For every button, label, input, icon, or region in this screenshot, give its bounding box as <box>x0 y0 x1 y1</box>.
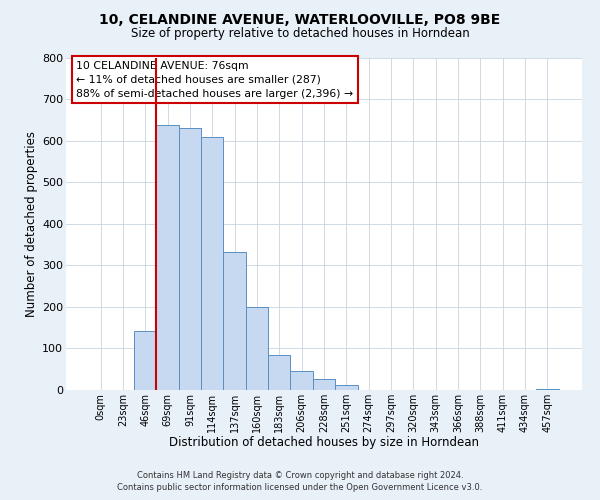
X-axis label: Distribution of detached houses by size in Horndean: Distribution of detached houses by size … <box>169 436 479 450</box>
Bar <box>201 138 223 390</box>
Bar <box>134 330 157 390</box>
Bar <box>335 386 358 390</box>
Bar <box>223 252 246 390</box>
Y-axis label: Number of detached properties: Number of detached properties <box>25 130 38 317</box>
Bar <box>313 379 335 390</box>
Text: 10 CELANDINE AVENUE: 76sqm
← 11% of detached houses are smaller (287)
88% of sem: 10 CELANDINE AVENUE: 76sqm ← 11% of deta… <box>76 61 353 99</box>
Text: 10, CELANDINE AVENUE, WATERLOOVILLE, PO8 9BE: 10, CELANDINE AVENUE, WATERLOOVILLE, PO8… <box>100 12 500 26</box>
Bar <box>179 128 201 390</box>
Bar <box>246 307 268 390</box>
Bar <box>536 389 559 390</box>
Bar <box>157 125 179 390</box>
Text: Size of property relative to detached houses in Horndean: Size of property relative to detached ho… <box>131 28 469 40</box>
Bar <box>268 355 290 390</box>
Text: Contains HM Land Registry data © Crown copyright and database right 2024.
Contai: Contains HM Land Registry data © Crown c… <box>118 471 482 492</box>
Bar <box>290 371 313 390</box>
